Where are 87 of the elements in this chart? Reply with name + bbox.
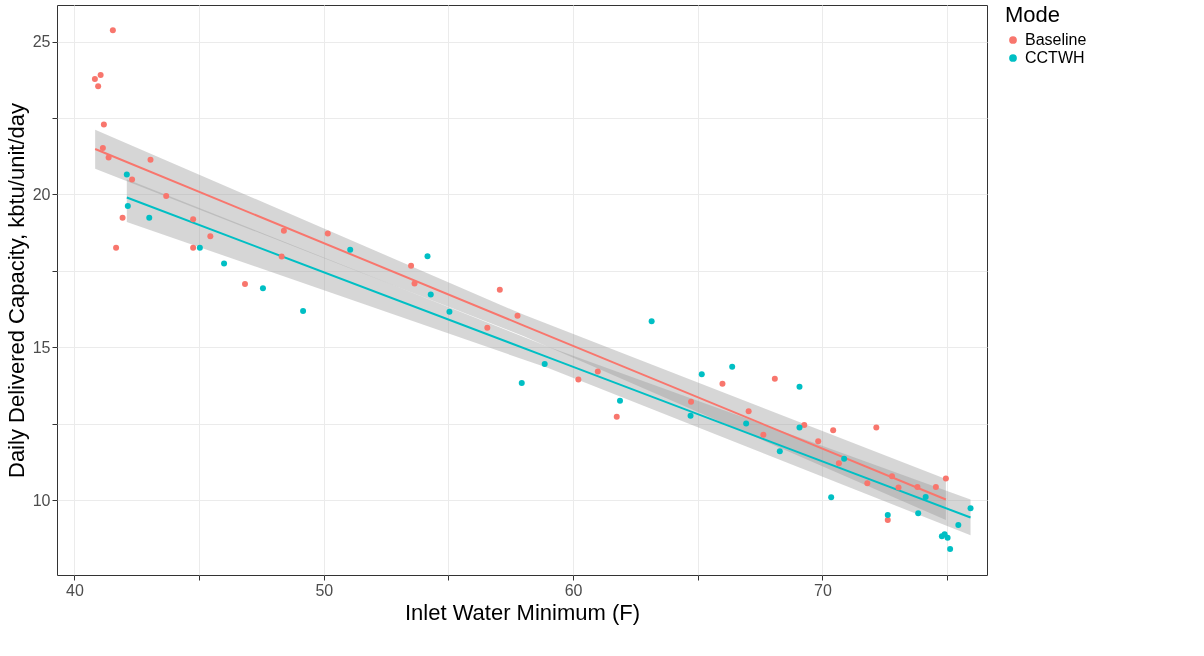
point [688, 398, 695, 405]
point [278, 253, 285, 260]
point [771, 375, 778, 382]
point [776, 448, 783, 455]
point [113, 244, 120, 251]
point [796, 424, 803, 431]
x-axis-title: Inlet Water Minimum (F) [404, 599, 641, 625]
point [190, 244, 197, 251]
point [424, 253, 431, 260]
point [955, 521, 962, 528]
y-axis-title: Daily Delivered Capacity, kbtu/unit/day [3, 103, 29, 478]
point [207, 233, 214, 240]
legend-label: Baseline [1025, 31, 1087, 48]
point [796, 383, 803, 390]
point [841, 455, 848, 462]
point [95, 83, 102, 90]
x-tick-label: 60 [564, 581, 583, 599]
point [613, 413, 620, 420]
y-tick-label: 25 [32, 33, 51, 51]
x-tick-label: 40 [66, 581, 84, 599]
point [828, 494, 835, 501]
point [124, 203, 131, 210]
point [873, 424, 880, 431]
point [241, 281, 248, 288]
point [496, 286, 503, 293]
point [408, 262, 415, 269]
point [259, 285, 266, 292]
point [575, 376, 582, 383]
legend-title: Mode [1005, 2, 1061, 27]
y-tick-label: 20 [32, 185, 51, 203]
point [889, 473, 896, 480]
point [884, 516, 891, 523]
point [895, 484, 902, 491]
point [947, 546, 954, 553]
point [196, 244, 203, 251]
point [698, 371, 705, 378]
y-tick-label: 10 [32, 491, 51, 509]
point [190, 216, 197, 223]
point [427, 291, 434, 298]
point [541, 361, 548, 368]
point [105, 154, 112, 161]
x-tick-label: 50 [315, 581, 334, 599]
point [123, 171, 130, 178]
point [932, 483, 939, 490]
point [648, 318, 655, 325]
point [719, 380, 726, 387]
point [514, 312, 521, 319]
point [942, 475, 949, 482]
y-tick-label: 15 [32, 338, 51, 356]
point [914, 483, 921, 490]
point [446, 308, 453, 315]
point [324, 230, 331, 237]
point [815, 438, 822, 445]
point [484, 324, 491, 331]
point [687, 412, 694, 419]
point [91, 75, 98, 82]
point [760, 431, 767, 438]
point [884, 512, 891, 519]
point [835, 460, 842, 467]
point [801, 421, 808, 428]
point [743, 420, 750, 427]
point [97, 72, 104, 78]
point [100, 121, 107, 128]
point [109, 27, 116, 34]
point [830, 427, 837, 434]
point [518, 380, 525, 387]
legend-label: CCTWH [1025, 49, 1085, 66]
point [594, 368, 601, 375]
point [411, 280, 418, 287]
point [221, 260, 228, 267]
point [99, 145, 106, 152]
point [163, 193, 170, 200]
point [119, 214, 126, 221]
point [129, 176, 136, 183]
point [616, 397, 623, 404]
point [300, 307, 307, 314]
point [915, 510, 922, 517]
point [146, 214, 153, 221]
point [729, 363, 736, 370]
point [147, 156, 154, 163]
point [864, 480, 871, 487]
point [967, 505, 974, 512]
point [280, 227, 287, 234]
point [347, 246, 354, 253]
point [922, 494, 929, 501]
x-tick-label: 70 [814, 581, 832, 599]
point [745, 408, 752, 415]
